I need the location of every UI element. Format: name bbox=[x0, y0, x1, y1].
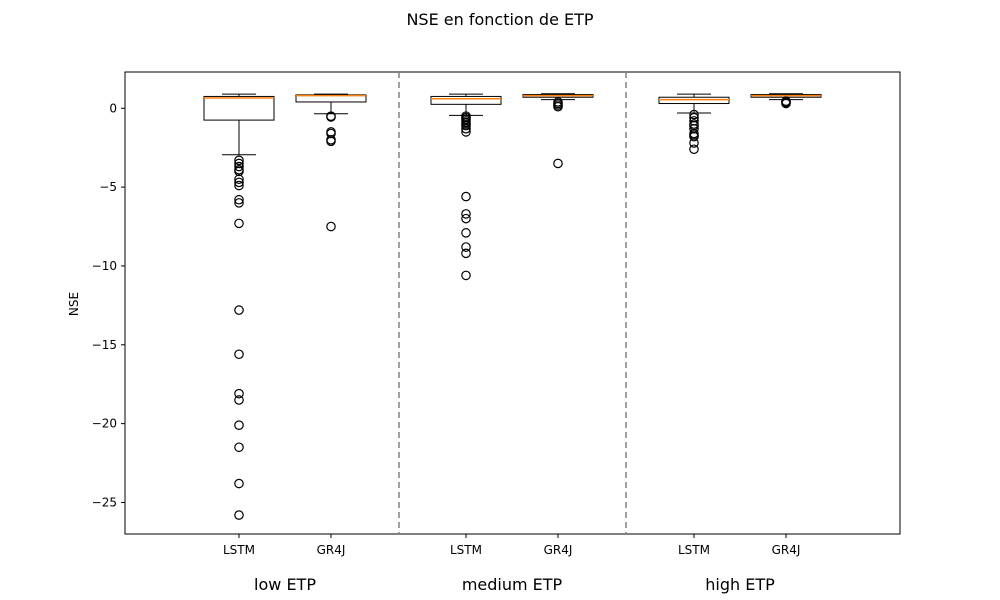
box-body bbox=[295, 94, 367, 103]
outlier-point bbox=[234, 478, 244, 489]
outlier-point bbox=[689, 131, 699, 142]
outlier-point bbox=[234, 388, 244, 399]
box-lstm: LSTM bbox=[658, 93, 730, 557]
plot-area: 0 −5 −10 −15 −20 −25 low ETP LSTM GR4J medium ETP… bbox=[92, 71, 901, 594]
box-lstm: LSTM bbox=[430, 93, 502, 557]
outlier-point bbox=[326, 136, 336, 147]
outlier-point bbox=[461, 209, 471, 219]
outlier-point bbox=[461, 242, 471, 252]
outlier-point bbox=[234, 180, 244, 191]
outlier-point bbox=[781, 98, 791, 109]
y-tick-label: −10 bbox=[92, 259, 117, 273]
outlier-point bbox=[234, 442, 244, 453]
x-tick-label: LSTM bbox=[450, 543, 482, 557]
plot-frame bbox=[124, 71, 901, 535]
y-axis-label: NSE bbox=[67, 292, 81, 316]
y-tick-label: −20 bbox=[92, 417, 117, 431]
x-tick-label: LSTM bbox=[678, 543, 710, 557]
outlier-point bbox=[461, 213, 471, 224]
outlier-point bbox=[234, 218, 244, 229]
y-tick-label: 0 bbox=[109, 101, 117, 115]
outlier-point bbox=[234, 510, 244, 520]
outlier-point bbox=[234, 161, 244, 172]
y-tick-label: −25 bbox=[92, 495, 117, 509]
outlier-point bbox=[689, 109, 699, 120]
x-tick-label: LSTM bbox=[223, 543, 255, 557]
y-tick-label: −15 bbox=[92, 338, 117, 352]
outlier-point bbox=[689, 144, 699, 155]
outlier-point bbox=[461, 120, 471, 131]
outlier-point bbox=[553, 101, 563, 112]
outlier-point bbox=[234, 177, 244, 188]
outlier-point bbox=[326, 221, 336, 232]
box-body bbox=[430, 95, 502, 105]
outlier-point bbox=[553, 158, 563, 169]
box-gr4j: GR4J bbox=[295, 93, 367, 557]
group-label: low ETP bbox=[254, 575, 316, 594]
outlier-point bbox=[234, 305, 244, 315]
outlier-point bbox=[234, 198, 244, 208]
box-gr4j: GR4J bbox=[522, 93, 594, 557]
outlier-point bbox=[461, 123, 471, 134]
group-label: medium ETP bbox=[462, 575, 563, 594]
box-body bbox=[658, 96, 730, 105]
outlier-point bbox=[234, 395, 244, 405]
x-tick-label: GR4J bbox=[317, 543, 346, 557]
outlier-point bbox=[234, 155, 244, 166]
x-tick-label: GR4J bbox=[544, 543, 573, 557]
outlier-point bbox=[326, 112, 336, 122]
outlier-point bbox=[234, 194, 244, 205]
box-lstm: LSTM bbox=[203, 93, 275, 557]
box-gr4j: GR4J bbox=[750, 93, 822, 557]
outlier-point bbox=[461, 270, 471, 281]
chart-title: NSE en fonction de ETP bbox=[406, 10, 593, 29]
outlier-point bbox=[461, 228, 471, 238]
y-tick-label: −5 bbox=[99, 180, 117, 194]
outlier-point bbox=[689, 138, 699, 148]
outlier-point bbox=[234, 420, 244, 431]
outlier-point bbox=[461, 191, 471, 202]
outlier-point bbox=[234, 174, 244, 185]
x-tick-label: GR4J bbox=[772, 543, 801, 557]
outlier-point bbox=[234, 349, 244, 360]
outlier-point bbox=[461, 127, 471, 137]
box-body bbox=[203, 95, 275, 121]
group-label: high ETP bbox=[705, 575, 775, 594]
outlier-point bbox=[461, 248, 471, 259]
